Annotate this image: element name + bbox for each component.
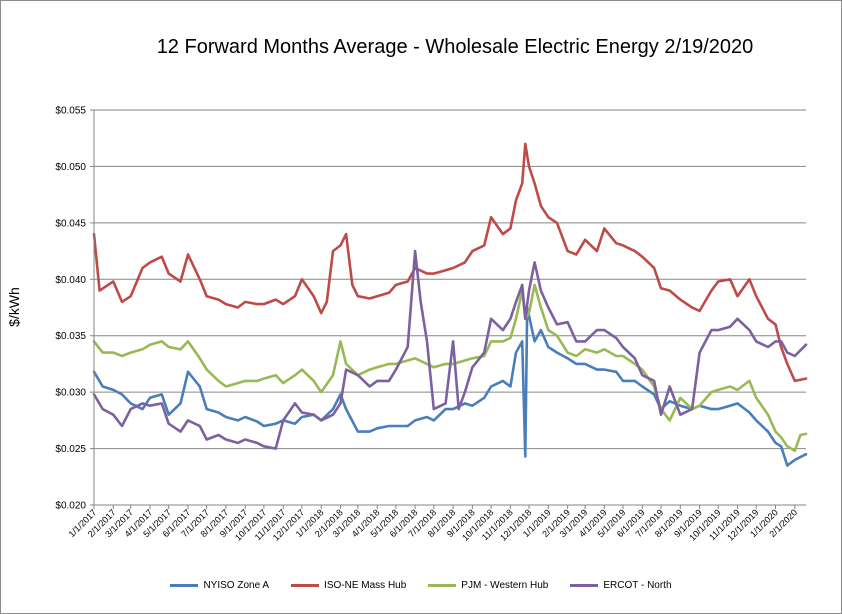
series-line-iso-ne-mass-hub	[92, 142, 808, 383]
y-tick-label: $0.050	[55, 162, 86, 173]
legend-label: ERCOT - North	[603, 580, 672, 591]
y-tick-label: $0.040	[55, 275, 86, 286]
legend-item: NYISO Zone A	[170, 580, 269, 591]
y-tick-label: $0.055	[55, 106, 86, 117]
legend-item: ERCOT - North	[570, 580, 672, 591]
chart-title: 12 Forward Months Average - Wholesale El…	[156, 36, 754, 58]
legend-swatch	[570, 584, 599, 587]
y-tick-label: $0.025	[55, 444, 86, 455]
y-tick-label: $0.020	[55, 501, 86, 512]
legend-swatch	[291, 584, 320, 587]
series-line-nyiso-zone-a	[92, 306, 808, 467]
legend-label: PJM - Western Hub	[461, 580, 549, 591]
axis-layer: $0.020 $0.025 $0.030 $0.035 $0.040 $0.045 $0.0…	[55, 106, 806, 543]
legend: NYISO Zone A ISO-NE Mass Hub PJM - Western…	[0, 580, 842, 591]
series-line-ercot-north	[92, 249, 808, 450]
legend-swatch	[428, 584, 457, 587]
legend-swatch	[170, 584, 199, 587]
grid-layer	[94, 109, 806, 506]
y-tick-label: $0.045	[55, 218, 86, 229]
series-line-pjm-western-hub	[92, 283, 808, 453]
y-tick-label: $0.030	[55, 388, 86, 399]
legend-item: ISO-NE Mass Hub	[291, 580, 406, 591]
legend-label: NYISO Zone A	[203, 580, 270, 591]
series-layer	[92, 142, 808, 467]
legend-item: PJM - Western Hub	[428, 580, 548, 591]
y-tick-label: $0.035	[55, 331, 86, 342]
legend-label: ISO-NE Mass Hub	[324, 580, 407, 591]
